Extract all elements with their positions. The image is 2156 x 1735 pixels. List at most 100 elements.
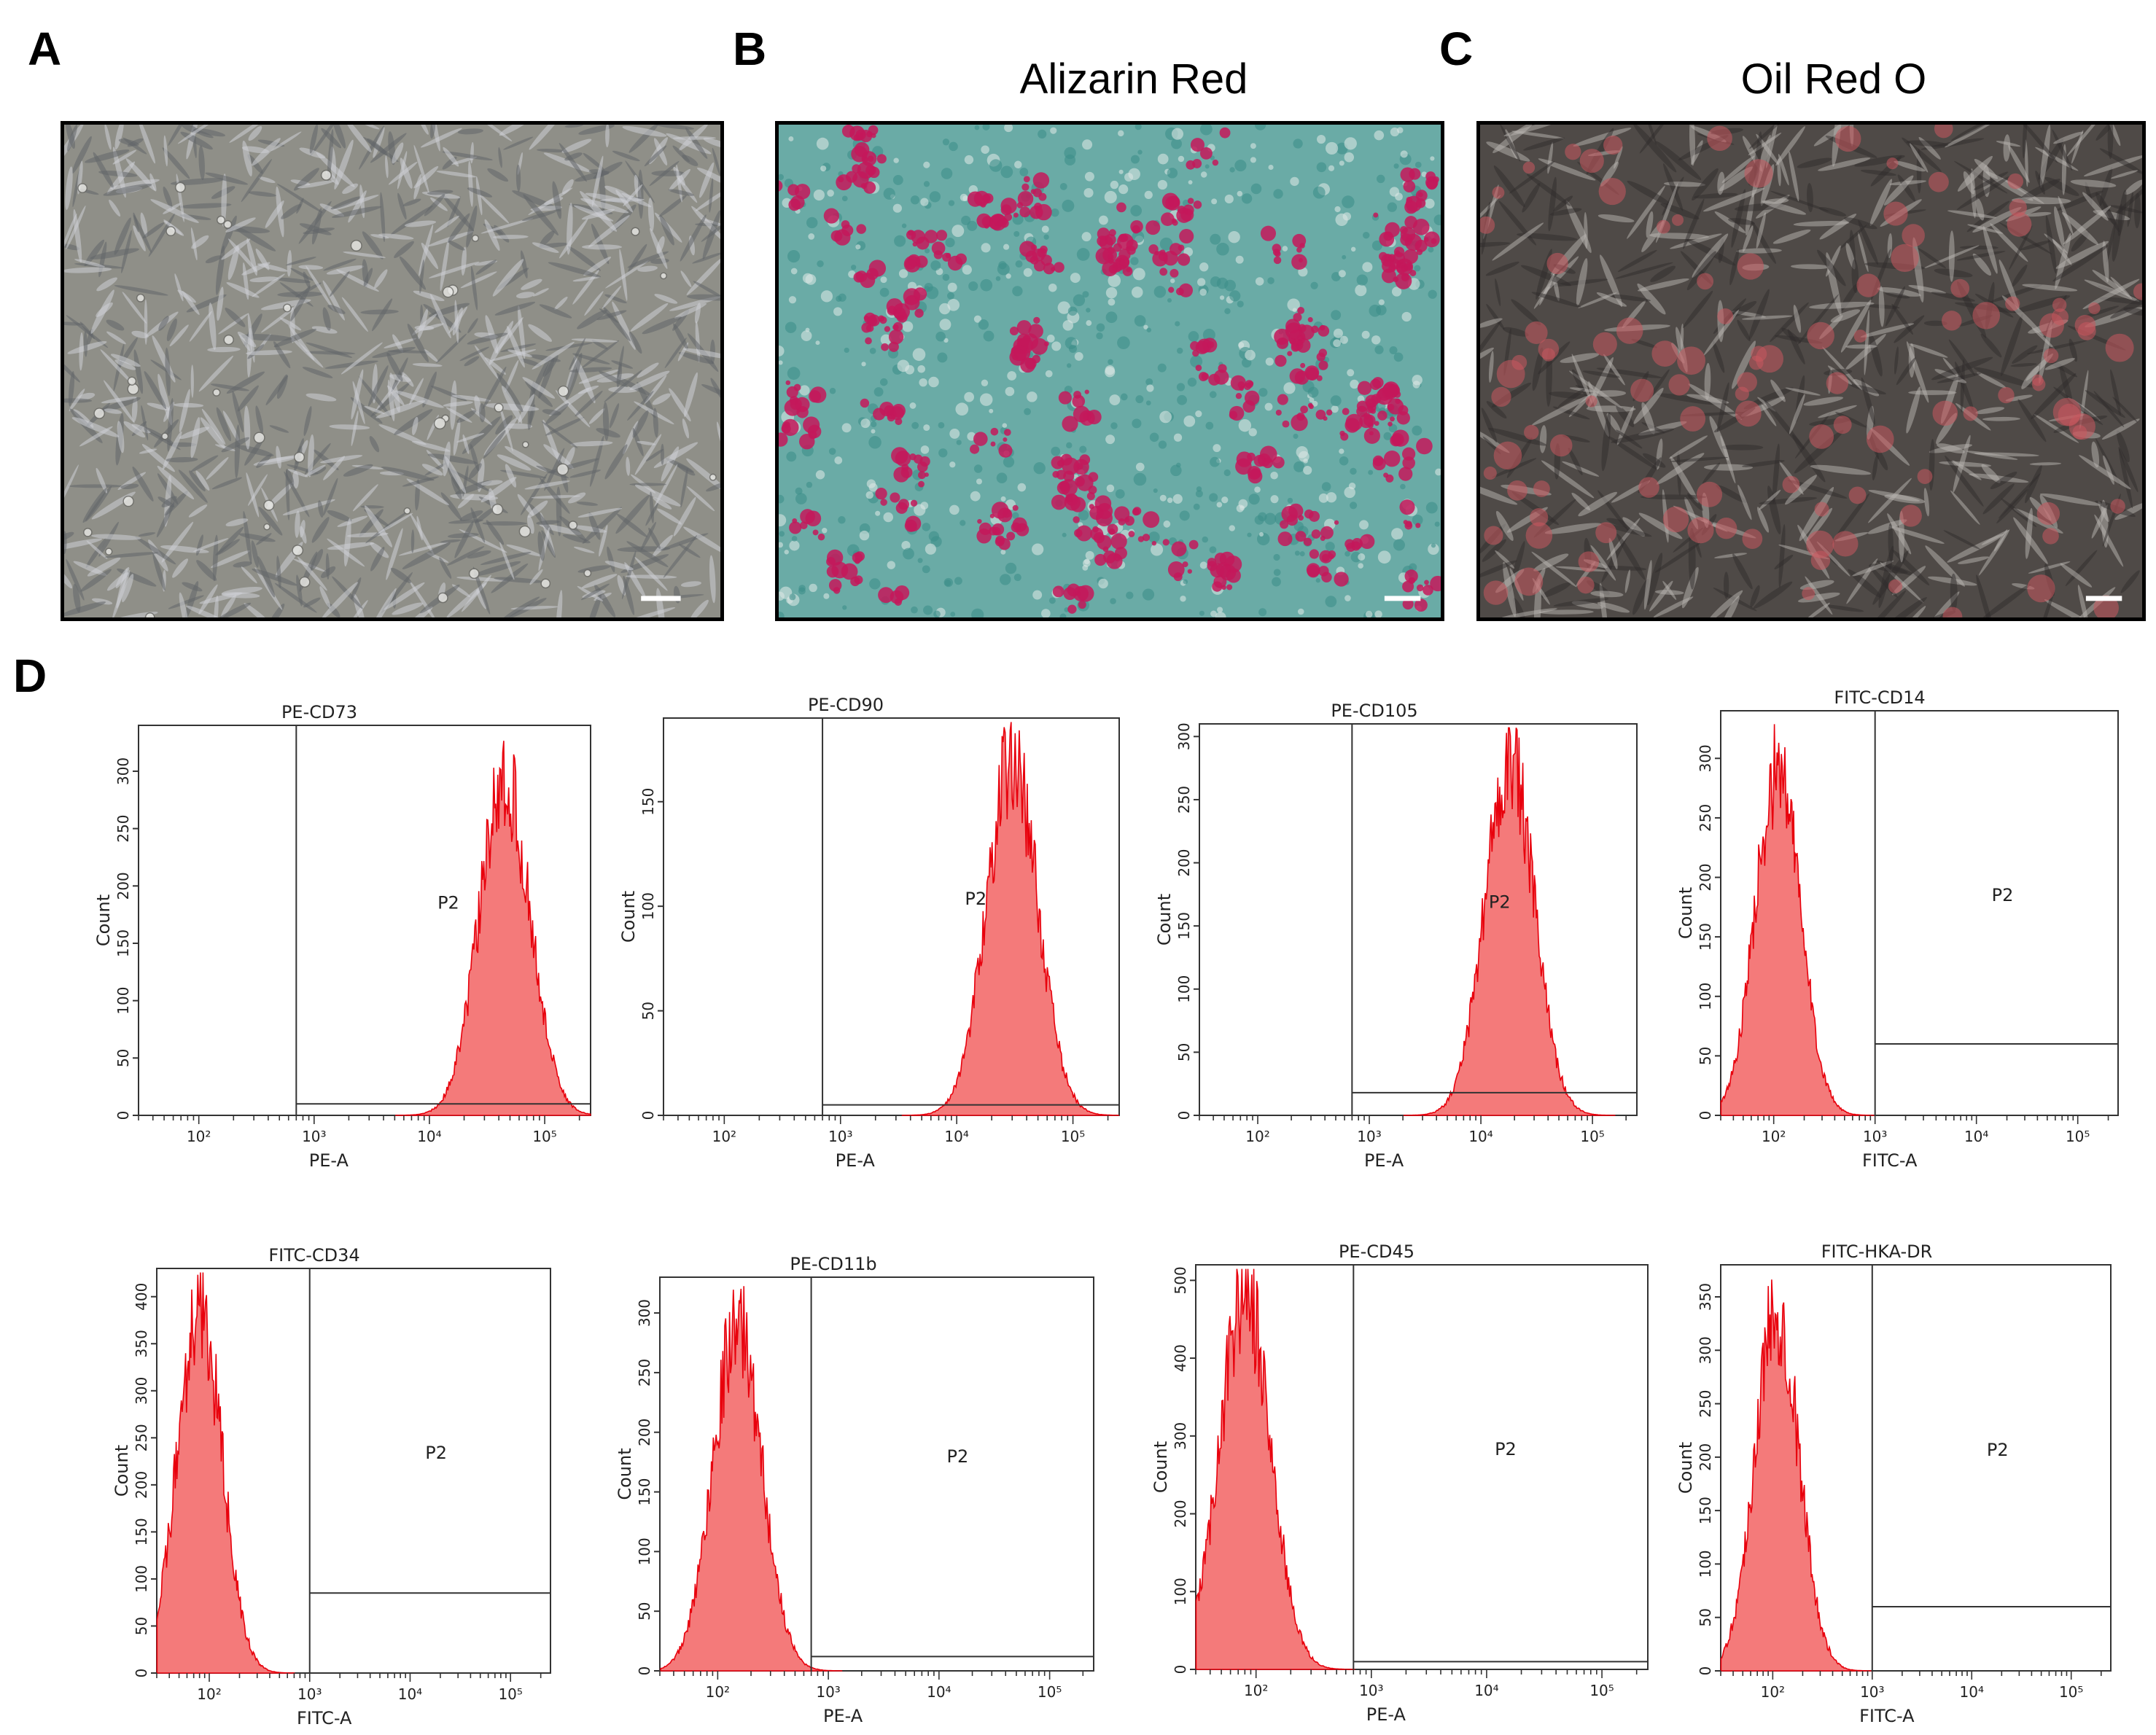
histogram-bars bbox=[901, 722, 1120, 1116]
x-tick-label: 10² bbox=[1244, 1682, 1268, 1699]
histogram-2: P2 PE-CD105 0 50 100 150 200 250 300 Count 10² 10³ 1… bbox=[1154, 701, 1638, 1171]
gate-label: P2 bbox=[1992, 885, 2014, 905]
y-tick-label: 0 bbox=[639, 1111, 657, 1120]
histogram-title: PE-CD105 bbox=[1331, 701, 1417, 721]
histogram-title: PE-CD90 bbox=[808, 695, 884, 715]
y-axis-label: Count bbox=[615, 1448, 635, 1500]
y-tick-label: 0 bbox=[114, 1111, 132, 1120]
histogram-title: PE-CD45 bbox=[1339, 1241, 1414, 1262]
x-tick-label: 10² bbox=[712, 1128, 736, 1145]
x-tick-label: 10² bbox=[197, 1685, 221, 1703]
x-tick-label: 10³ bbox=[302, 1128, 326, 1145]
y-tick-label: 200 bbox=[636, 1419, 653, 1446]
histogram-title: PE-CD11b bbox=[790, 1254, 876, 1274]
histogram-bars bbox=[660, 1286, 843, 1672]
y-tick-label: 350 bbox=[133, 1330, 150, 1357]
y-tick-label: 100 bbox=[639, 892, 657, 920]
y-tick-label: 100 bbox=[1172, 1578, 1189, 1605]
x-tick-label: 10² bbox=[187, 1128, 211, 1145]
scale-bar bbox=[2085, 596, 2122, 601]
gate-label: P2 bbox=[1489, 892, 1511, 912]
y-tick-label: 350 bbox=[1697, 1283, 1714, 1311]
y-tick-label: 0 bbox=[1172, 1665, 1189, 1674]
y-tick-label: 100 bbox=[114, 987, 132, 1015]
y-tick-label: 50 bbox=[1175, 1043, 1193, 1061]
gate-label: P2 bbox=[1987, 1440, 2009, 1460]
y-tick-label: 150 bbox=[639, 788, 657, 816]
panel-b-title: Alizarin Red bbox=[1019, 55, 1248, 103]
y-tick-label: 0 bbox=[1697, 1666, 1714, 1676]
y-tick-label: 150 bbox=[133, 1518, 150, 1545]
x-axis-label: FITC-A bbox=[297, 1708, 352, 1728]
histogram-0: P2 PE-CD73 0 50 100 150 200 250 300 Count 10² 10³ 10… bbox=[93, 702, 591, 1171]
y-axis-label: Count bbox=[1676, 1442, 1696, 1494]
x-axis-label: PE-A bbox=[309, 1150, 349, 1171]
gate-label: P2 bbox=[1495, 1439, 1517, 1459]
histogram-title: FITC-HKA-DR bbox=[1821, 1241, 1933, 1262]
y-tick-label: 200 bbox=[1172, 1500, 1189, 1527]
x-tick-label: 10⁴ bbox=[1468, 1128, 1493, 1145]
y-axis-label: Count bbox=[618, 891, 639, 943]
x-tick-label: 10³ bbox=[1860, 1683, 1884, 1701]
y-tick-label: 150 bbox=[1175, 912, 1193, 940]
x-tick-label: 10⁵ bbox=[1589, 1682, 1614, 1699]
x-tick-label: 10⁵ bbox=[1061, 1128, 1085, 1145]
y-tick-label: 300 bbox=[133, 1377, 150, 1405]
x-tick-label: 10⁴ bbox=[398, 1685, 422, 1703]
y-tick-label: 100 bbox=[1175, 975, 1193, 1003]
y-tick-label: 300 bbox=[1697, 1336, 1714, 1364]
x-tick-label: 10³ bbox=[297, 1685, 322, 1703]
x-axis-label: PE-A bbox=[823, 1706, 863, 1726]
x-tick-label: 10⁴ bbox=[927, 1683, 951, 1701]
histogram-bars bbox=[1403, 727, 1616, 1116]
histogram-4: P2 FITC-CD34 0 50 100 150 200 250 300 350 400 Count… bbox=[112, 1245, 551, 1728]
y-tick-label: 250 bbox=[133, 1424, 150, 1451]
y-tick-label: 250 bbox=[1175, 786, 1193, 814]
x-tick-label: 10² bbox=[1762, 1128, 1786, 1145]
histogram-3: P2 FITC-CD14 0 50 100 150 200 250 300 Count 10² 10³… bbox=[1676, 687, 2119, 1171]
histogram-bars bbox=[1720, 1279, 1872, 1672]
histogram-6: P2 PE-CD45 0 100 200 300 400 500 Count 10² 10³ 10⁴ 1… bbox=[1151, 1241, 1649, 1725]
y-tick-label: 300 bbox=[636, 1299, 653, 1327]
histogram-title: FITC-CD14 bbox=[1834, 687, 1925, 708]
gate-label: P2 bbox=[965, 889, 986, 909]
x-axis-label: PE-A bbox=[836, 1150, 876, 1171]
y-tick-label: 100 bbox=[1697, 983, 1714, 1010]
y-tick-label: 100 bbox=[636, 1537, 653, 1565]
y-tick-label: 200 bbox=[1697, 863, 1714, 891]
histogram-bars bbox=[1195, 1268, 1355, 1670]
y-tick-label: 250 bbox=[636, 1359, 653, 1387]
y-tick-label: 0 bbox=[1697, 1111, 1714, 1120]
x-axis-label: PE-A bbox=[1366, 1704, 1406, 1725]
x-tick-label: 10³ bbox=[1863, 1128, 1887, 1145]
histogram-bars bbox=[395, 741, 591, 1116]
x-tick-label: 10² bbox=[1245, 1128, 1269, 1145]
y-tick-label: 500 bbox=[1172, 1266, 1189, 1294]
x-tick-label: 10⁵ bbox=[2066, 1128, 2090, 1145]
histogram-title: PE-CD73 bbox=[281, 702, 357, 722]
histogram-5: P2 PE-CD11b 0 50 100 150 200 250 300 Count 10² 10³ 1… bbox=[615, 1254, 1094, 1726]
x-tick-label: 10⁵ bbox=[532, 1128, 556, 1145]
y-tick-label: 100 bbox=[133, 1565, 150, 1593]
y-tick-label: 50 bbox=[639, 1002, 657, 1020]
micrograph-b bbox=[775, 121, 1444, 621]
histogram-title: FITC-CD34 bbox=[268, 1245, 359, 1266]
y-tick-label: 0 bbox=[636, 1666, 653, 1676]
y-tick-label: 150 bbox=[1697, 1497, 1714, 1524]
x-tick-label: 10⁴ bbox=[1960, 1683, 1984, 1701]
y-tick-label: 250 bbox=[1697, 804, 1714, 832]
panel-letter-a: A bbox=[28, 23, 62, 75]
y-tick-label: 300 bbox=[1697, 744, 1714, 772]
y-tick-label: 0 bbox=[1175, 1111, 1193, 1120]
y-axis-label: Count bbox=[112, 1445, 132, 1497]
x-tick-label: 10⁵ bbox=[1038, 1683, 1062, 1701]
histogram-bars bbox=[1720, 724, 1875, 1116]
y-tick-label: 50 bbox=[114, 1049, 132, 1067]
y-tick-label: 200 bbox=[1175, 849, 1193, 876]
micrograph-c bbox=[1476, 121, 2146, 621]
x-axis-label: PE-A bbox=[1364, 1150, 1404, 1171]
x-tick-label: 10⁴ bbox=[417, 1128, 441, 1145]
y-tick-label: 250 bbox=[114, 815, 132, 843]
x-tick-label: 10³ bbox=[828, 1128, 852, 1145]
